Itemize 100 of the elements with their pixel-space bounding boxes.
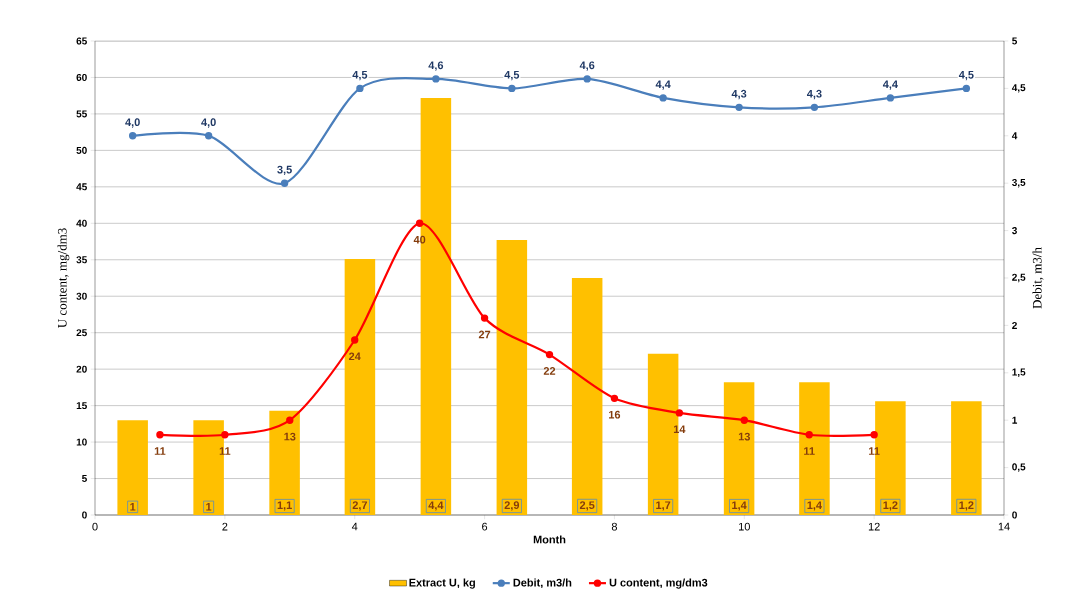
point (870, 431, 878, 439)
point (356, 84, 364, 93)
point (204, 132, 213, 140)
data-label: 4,6 (428, 61, 444, 71)
legend-label: Debit, m3/h (513, 578, 572, 589)
point (962, 84, 971, 93)
point (810, 103, 819, 112)
data-label: 16 (609, 410, 621, 419)
data-label: 1 (130, 503, 136, 511)
data-label: 11 (154, 447, 166, 455)
data-label: 27 (478, 330, 491, 339)
data-label: 13 (738, 432, 750, 441)
data-label: 2,7 (352, 501, 368, 511)
point (432, 75, 440, 83)
y2-tick-label: 1,5 (1012, 368, 1026, 377)
y-tick-label: 5 (82, 475, 87, 483)
point (480, 314, 489, 322)
data-label: 4,5 (958, 71, 974, 81)
data-label: 3,5 (277, 165, 292, 176)
data-label: 4,0 (201, 118, 216, 128)
data-label: 4,4 (428, 501, 444, 511)
data-label: 4,6 (579, 61, 595, 71)
point (280, 179, 289, 187)
x-axis-title: Month (533, 535, 566, 544)
data-label: 13 (284, 432, 296, 441)
point (221, 431, 229, 439)
data-label: 1 (206, 503, 212, 511)
data-label: 4,3 (806, 89, 822, 100)
point (610, 394, 619, 403)
y2-tick-label: 0 (1012, 511, 1017, 519)
point (156, 431, 164, 439)
data-label: 4,5 (504, 71, 520, 81)
data-label: 11 (804, 447, 815, 455)
data-label: 4,4 (882, 80, 898, 90)
y2-tick-label: 3,5 (1012, 178, 1026, 188)
y2-tick-label: 5 (1012, 37, 1018, 45)
point (583, 75, 591, 83)
y2-tick-label: 4 (1011, 132, 1018, 140)
y2-tick-label: 2,5 (1012, 273, 1026, 283)
y-tick-label: 65 (76, 37, 87, 45)
point (128, 132, 137, 140)
y-tick-label: 30 (76, 292, 87, 300)
x-tick-label: 2 (222, 522, 228, 531)
data-label: 1,2 (959, 501, 974, 511)
data-label: 1,4 (732, 501, 747, 511)
y2-axis-title: Debit, m3/h (1032, 247, 1044, 309)
x-tick-label: 10 (739, 522, 750, 531)
y-tick-label: 20 (76, 365, 87, 373)
data-label: 1,7 (656, 501, 671, 511)
y-tick-label: 10 (76, 438, 87, 446)
y2-tick-label: 1 (1012, 416, 1018, 424)
point (545, 350, 554, 359)
x-tick-label: 0 (92, 522, 98, 531)
data-label: 4,4 (655, 80, 671, 90)
point (508, 84, 516, 93)
bar (723, 382, 755, 515)
point (675, 409, 684, 417)
y2-tick-label: 2 (1012, 321, 1017, 329)
y-tick-label: 0 (82, 511, 87, 519)
y-tick-label: 50 (76, 146, 87, 154)
x-tick-label: 6 (482, 522, 488, 531)
y-tick-label: 45 (76, 183, 87, 191)
bar (269, 410, 300, 515)
y-tick-label: 60 (76, 73, 87, 81)
point (659, 94, 667, 102)
data-label: 1,2 (883, 501, 898, 511)
y-axis-title: U content, mg/dm3 (57, 228, 70, 328)
bar (344, 259, 376, 515)
y-tick-label: 40 (76, 219, 87, 227)
point (286, 416, 294, 424)
bar (117, 420, 148, 515)
point (735, 103, 743, 112)
x-tick-label: 14 (998, 522, 1010, 531)
x-tick-label: 4 (351, 522, 358, 531)
legend-label: U content, mg/dm3 (609, 578, 708, 589)
legend-label: Extract U, kg (409, 578, 475, 589)
data-label: 22 (543, 367, 556, 375)
x-tick-label: 8 (611, 522, 617, 531)
bar (799, 382, 830, 515)
bar (496, 240, 528, 515)
bar (571, 278, 603, 515)
data-label: 24 (349, 352, 361, 361)
x-tick-label: 12 (868, 522, 880, 531)
y2-tick-label: 4,5 (1011, 84, 1026, 93)
y-tick-label: 55 (76, 110, 87, 118)
data-label: 4,5 (352, 71, 368, 81)
y2-tick-label: 3 (1012, 227, 1017, 235)
y-tick-label: 15 (76, 402, 87, 410)
point (351, 336, 359, 344)
data-label: 1,4 (807, 501, 822, 511)
point (886, 94, 895, 102)
data-label: 4,0 (125, 118, 140, 128)
point (805, 431, 813, 439)
data-label: 4,3 (731, 89, 747, 100)
y-tick-label: 35 (76, 256, 87, 264)
point (415, 219, 424, 227)
data-label: 2,9 (504, 501, 520, 511)
data-label: 2,5 (579, 501, 595, 511)
y-tick-label: 25 (76, 329, 87, 337)
data-label: 1,1 (277, 501, 292, 511)
